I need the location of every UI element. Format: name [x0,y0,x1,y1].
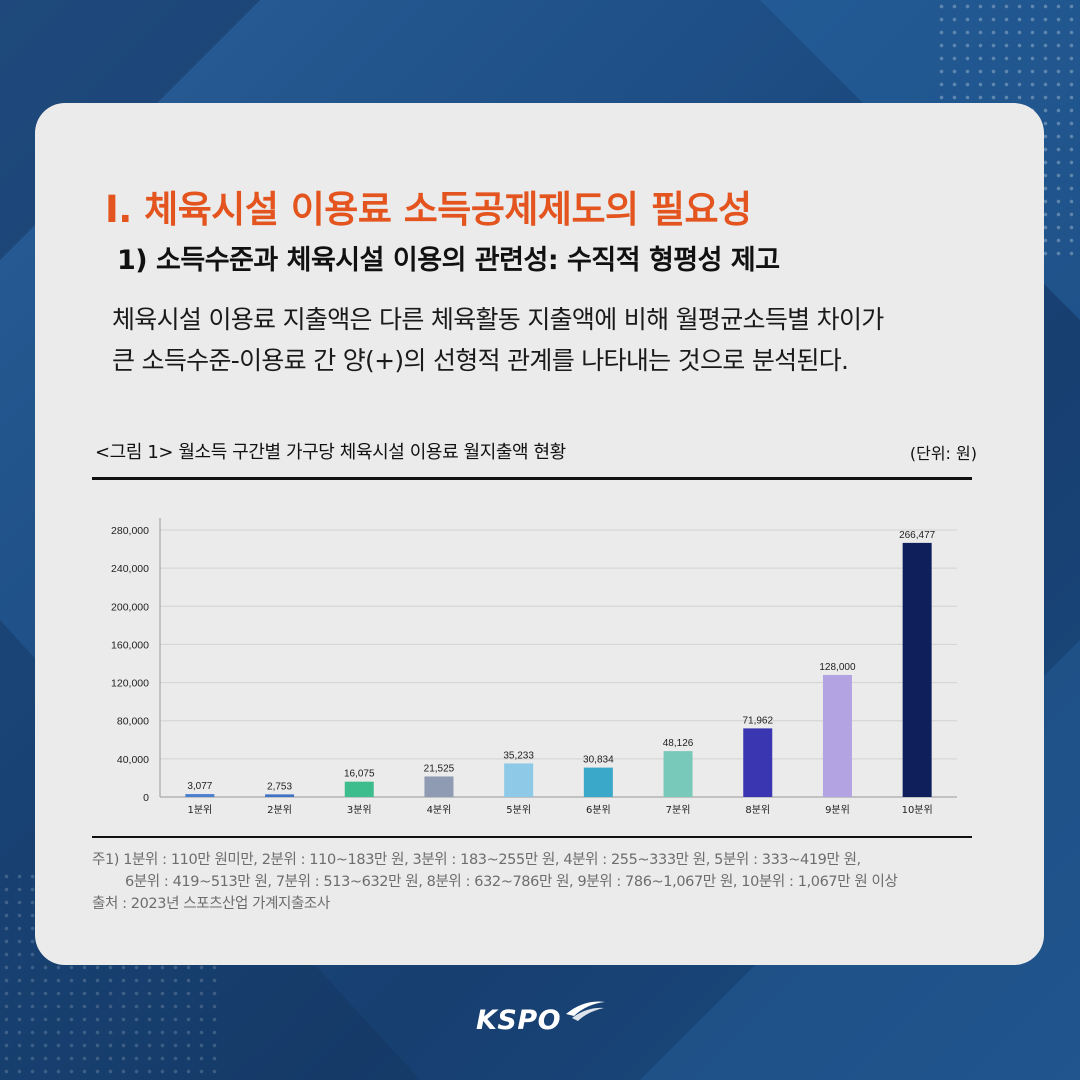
bar-value-label: 35,233 [503,750,534,761]
note-line-1: 주1) 1분위 : 110만 원미만, 2분위 : 110~183만 원, 3분… [92,852,861,868]
body-line-1: 체육시설 이용료 지출액은 다른 체육활동 지출액에 비해 월평균소득별 차이가 [112,305,884,334]
source-note: 출처 : 2023년 스포츠산업 가계지출조사 [92,896,330,912]
kspo-logo: KSPO [476,1001,605,1036]
bar-chart: 0 40,000 80,000 120,000 160,000 200,000 240,00… [111,518,957,816]
x-tick-label: 8분위 [745,803,770,816]
y-tick-label: 240,000 [111,563,149,575]
y-tick-label: 80,000 [117,716,149,728]
bar-2분위 [265,794,295,797]
y-tick-label: 120,000 [111,678,149,690]
x-tick-label: 2분위 [267,803,292,816]
bar-3분위 [344,781,374,797]
bar-value-label: 3,077 [187,781,212,792]
bar-10분위 [902,542,932,797]
x-tick-label: 3분위 [347,803,372,816]
y-tick-label: 0 [143,792,149,804]
figure-caption: <그림 1> 월소득 구간별 가구당 체육시설 이용료 월지출액 현황 [95,442,566,463]
note-line-2: 6분위 : 419~513만 원, 7분위 : 513~632만 원, 8분위 … [125,874,898,890]
bar-7분위 [663,751,693,797]
body-line-2: 큰 소득수준-이용료 간 양(+)의 선형적 관계를 나타내는 것으로 분석된다… [112,346,849,375]
bar-value-label: 128,000 [819,662,856,673]
content-card: I. 체육시설 이용료 소득공제제도의 필요성 1) 소득수준과 체육시설 이용… [35,103,1044,965]
bar-value-label: 71,962 [742,715,773,726]
bar-8분위 [743,728,773,797]
bar-4분위 [424,776,454,797]
bar-value-label: 21,525 [424,763,455,774]
logo-text: KSPO [476,1005,561,1036]
y-tick-label: 280,000 [111,525,149,537]
y-tick-label: 40,000 [117,754,149,766]
section-subtitle: 1) 소득수준과 체육시설 이용의 관련성: 수직적 형평성 제고 [117,245,780,276]
x-tick-label: 4분위 [427,803,452,816]
figure-unit: (단위: 원) [909,444,977,463]
x-tick-label: 9분위 [825,803,850,816]
bar-1분위 [185,794,215,797]
page-title: I. 체육시설 이용료 소득공제제도의 필요성 [105,188,752,231]
bar-value-label: 48,126 [663,738,694,749]
bar-value-label: 266,477 [899,530,936,541]
bar-value-label: 2,753 [267,781,292,792]
y-tick-label: 160,000 [111,639,149,651]
figure-top-rule [92,477,972,480]
logo-swoosh [566,1001,605,1016]
bar-value-label: 16,075 [344,769,375,780]
x-tick-label: 5분위 [506,803,531,816]
x-tick-label: 6분위 [586,803,611,816]
x-tick-label: 1분위 [187,803,212,816]
body-paragraph: 체육시설 이용료 지출액은 다른 체육활동 지출액에 비해 월평균소득별 차이가… [112,299,1012,381]
y-tick-label: 200,000 [111,601,149,613]
bar-9분위 [822,674,852,797]
bar-value-label: 30,834 [583,755,614,766]
figure-notes: 주1) 1분위 : 110만 원미만, 2분위 : 110~183만 원, 3분… [92,849,992,915]
bar-6분위 [583,767,613,797]
bar-5분위 [504,763,534,797]
x-tick-label: 7분위 [666,803,691,816]
figure-bottom-rule [92,836,972,838]
x-tick-label: 10분위 [902,803,933,816]
